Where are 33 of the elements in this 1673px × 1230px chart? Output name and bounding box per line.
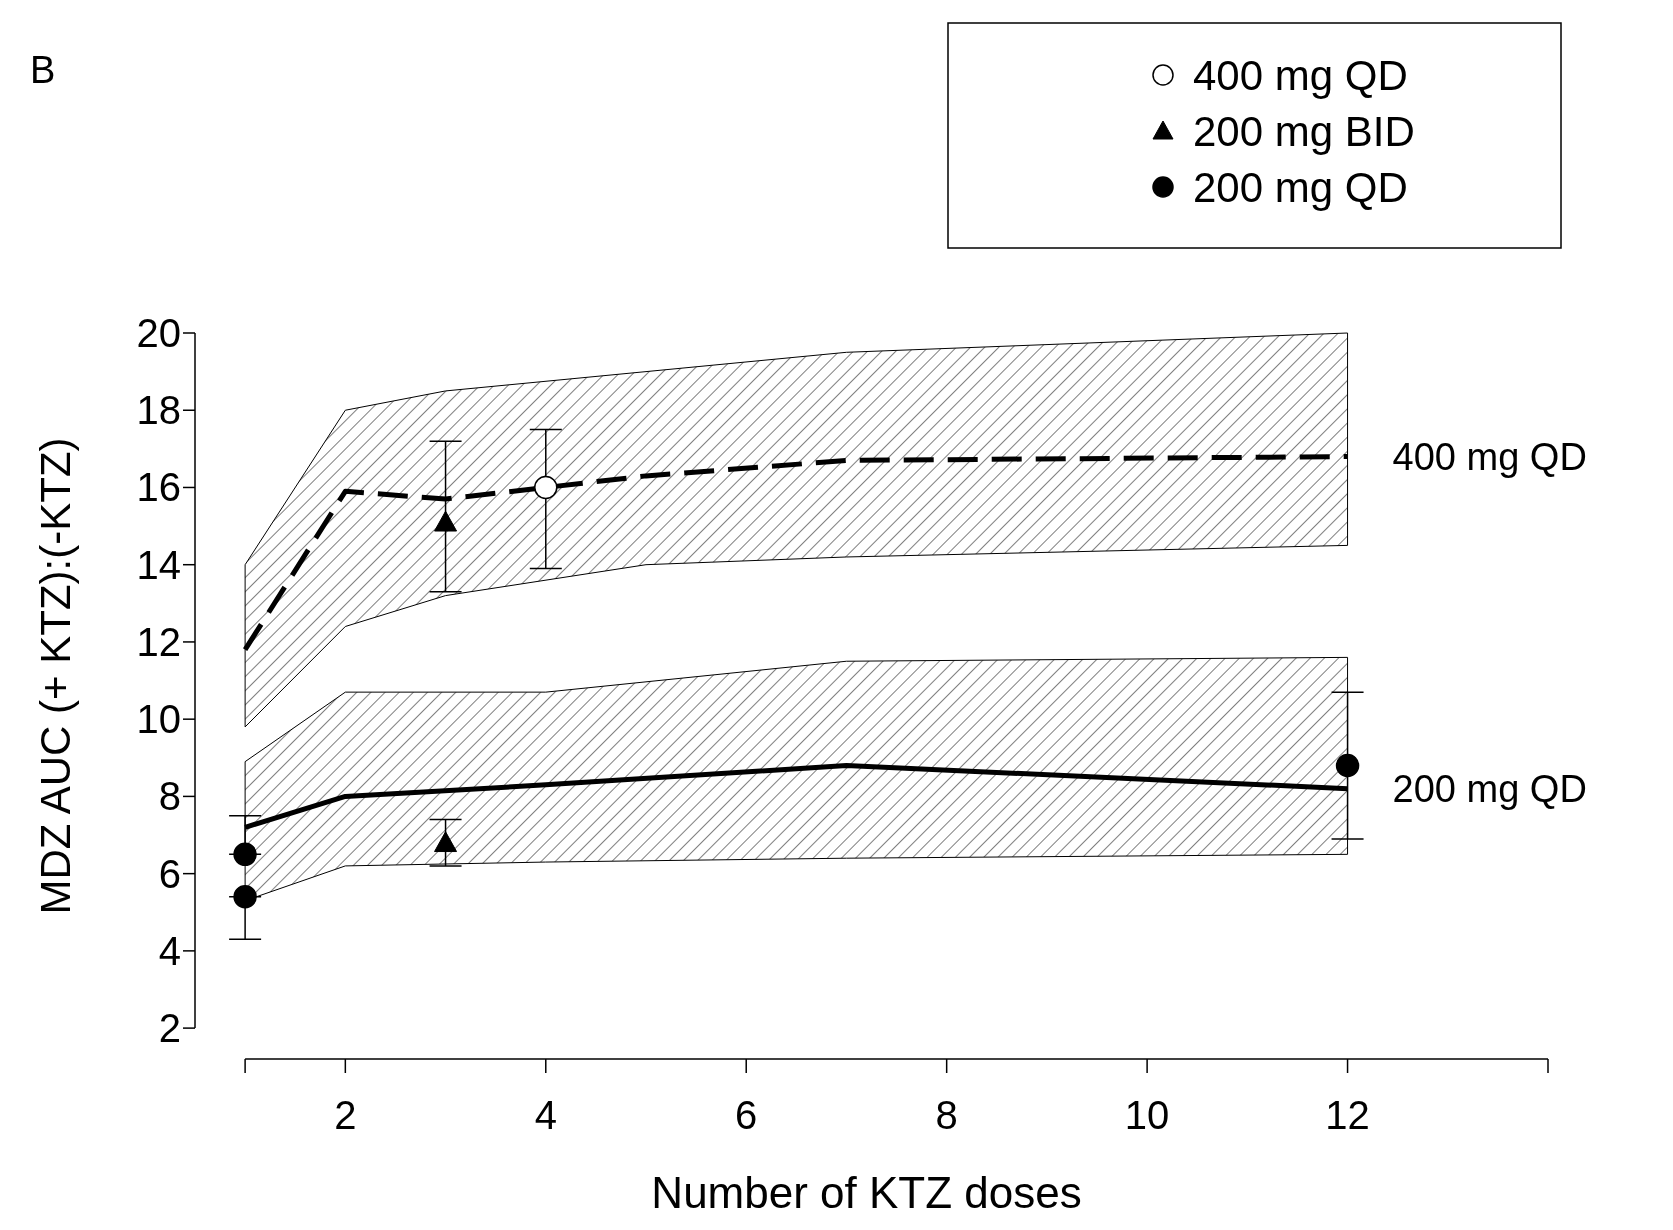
- annotation: 400 mg QD: [1392, 435, 1587, 478]
- x-tick-label: 10: [1124, 1093, 1170, 1137]
- x-tick-label: 4: [534, 1093, 557, 1137]
- legend-label: 200 mg BID: [1193, 107, 1415, 155]
- x-tick-label: 6: [735, 1093, 758, 1137]
- legend-entry: 400 mg QD: [1152, 51, 1408, 99]
- point: [434, 831, 458, 853]
- y-tick-label: 20: [136, 311, 181, 355]
- x-tick-label: 8: [935, 1093, 958, 1137]
- point: [1335, 753, 1360, 778]
- y-tick-label: 10: [136, 697, 181, 742]
- y-tick-label: 18: [136, 388, 181, 433]
- y-tick-label: 12: [136, 619, 181, 664]
- legend-entry: 200 mg QD: [1152, 163, 1408, 211]
- annotation: 200 mg QD: [1392, 767, 1587, 810]
- legend-entry: 200 mg BID: [1152, 107, 1415, 155]
- y-tick-label: 16: [136, 465, 181, 510]
- legend-label: 200 mg QD: [1193, 163, 1408, 211]
- y-tick-label: 14: [136, 542, 181, 587]
- y-tick-label: 4: [158, 928, 181, 973]
- y-axis-title: MDZ AUC (+ KTZ):(-KTZ): [32, 437, 79, 915]
- text: B: [30, 49, 56, 91]
- legend-label: 400 mg QD: [1193, 51, 1408, 99]
- point: [534, 475, 558, 500]
- x-tick-label: 2: [334, 1093, 357, 1137]
- x-tick-label: 12: [1325, 1093, 1370, 1137]
- y-tick-label: 2: [158, 1006, 181, 1051]
- point: [233, 842, 257, 867]
- point: [434, 510, 458, 532]
- y-tick-label: 6: [158, 851, 181, 896]
- x-axis-title: Number of KTZ doses: [651, 1168, 1082, 1217]
- y-tick-label: 8: [158, 774, 181, 819]
- point: [233, 885, 257, 909]
